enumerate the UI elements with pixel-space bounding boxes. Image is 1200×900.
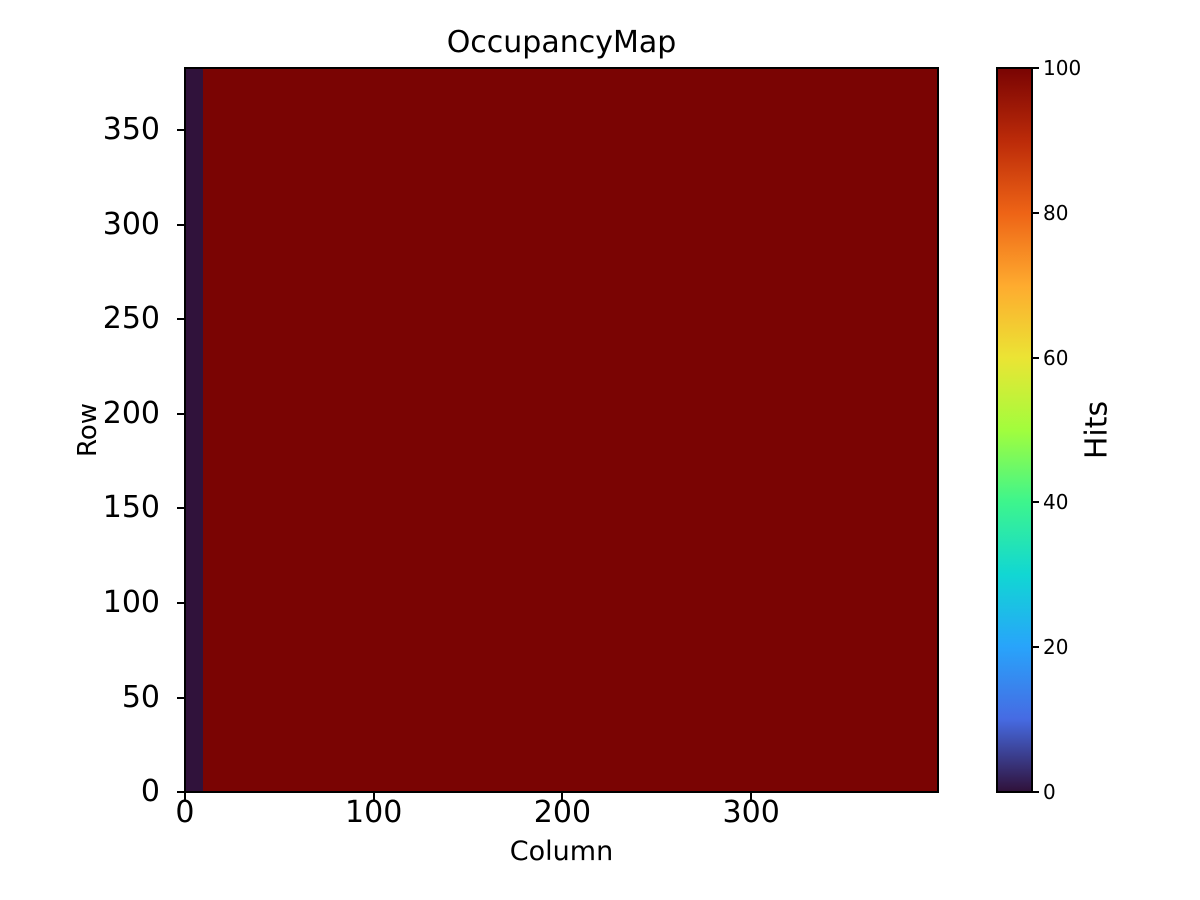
y-tick-label: 0 bbox=[140, 774, 160, 810]
y-tick-mark bbox=[177, 601, 184, 604]
colorbar-tick-label: 0 bbox=[1043, 780, 1056, 804]
colorbar bbox=[996, 67, 1033, 793]
colorbar-tick-mark bbox=[1033, 646, 1039, 649]
colorbar-tick-label: 40 bbox=[1043, 490, 1069, 515]
colorbar-tick-mark bbox=[1033, 211, 1039, 214]
y-tick-mark bbox=[177, 791, 184, 794]
y-axis-label: Row bbox=[73, 402, 103, 458]
y-tick-mark bbox=[177, 412, 184, 415]
x-tick-mark bbox=[750, 793, 753, 800]
chart-title: OccupancyMap bbox=[446, 25, 677, 60]
y-tick-label: 300 bbox=[102, 206, 160, 242]
y-tick-mark bbox=[177, 129, 184, 132]
colorbar-tick-mark bbox=[1033, 67, 1039, 69]
heatmap-plot bbox=[184, 67, 939, 793]
colorbar-tick-label: 80 bbox=[1043, 200, 1069, 225]
colorbar-tick-label: 60 bbox=[1043, 345, 1069, 370]
colorbar-tick-mark bbox=[1033, 356, 1039, 359]
y-tick-mark bbox=[177, 696, 184, 699]
colorbar-tick-mark bbox=[1033, 791, 1039, 793]
colorbar-tick-label: 100 bbox=[1043, 56, 1082, 80]
y-tick-label: 250 bbox=[102, 301, 160, 337]
y-tick-label: 100 bbox=[102, 584, 160, 620]
y-tick-mark bbox=[177, 507, 184, 510]
low-hits-band bbox=[186, 69, 203, 791]
colorbar-label: Hits bbox=[1079, 400, 1115, 460]
colorbar-tick-mark bbox=[1033, 501, 1039, 504]
x-tick-mark bbox=[372, 793, 375, 800]
y-tick-label: 50 bbox=[121, 679, 160, 715]
y-tick-label: 150 bbox=[102, 490, 160, 526]
x-axis-label: Column bbox=[509, 836, 614, 867]
colorbar-tick-label: 20 bbox=[1043, 635, 1069, 660]
x-tick-label: 0 bbox=[175, 795, 195, 830]
x-tick-label: 200 bbox=[533, 795, 592, 830]
x-tick-mark bbox=[561, 793, 564, 800]
y-tick-mark bbox=[177, 223, 184, 226]
y-tick-mark bbox=[177, 318, 184, 321]
y-tick-label: 200 bbox=[102, 395, 160, 431]
x-tick-label: 100 bbox=[345, 795, 403, 830]
x-tick-label: 300 bbox=[722, 795, 780, 830]
y-tick-label: 350 bbox=[102, 112, 160, 148]
x-tick-mark bbox=[183, 793, 186, 800]
